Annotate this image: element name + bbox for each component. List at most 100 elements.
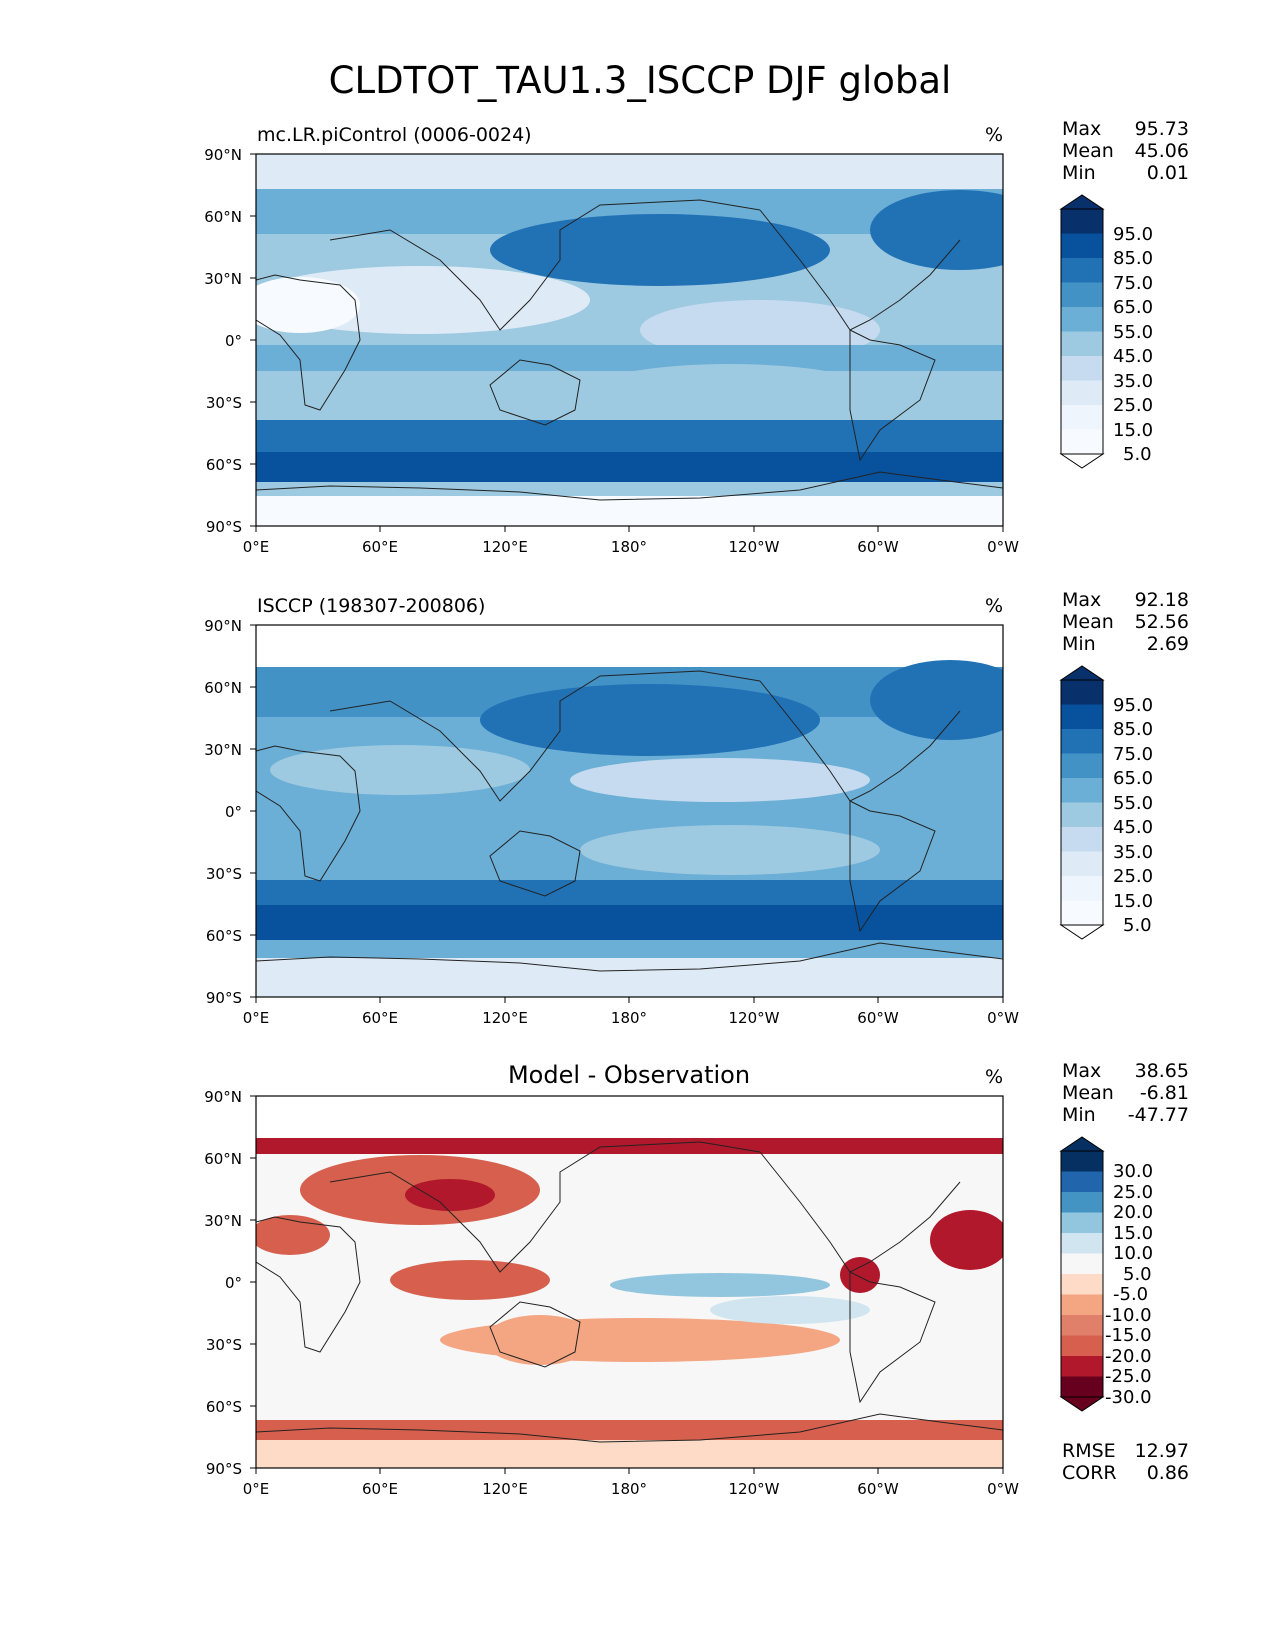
stat-min-value: 0.01 (1147, 162, 1189, 184)
stat-mean-label: Mean (1062, 611, 1114, 633)
colorbar-tick: 30.0 (1113, 1161, 1153, 1182)
colorbar-tick: 95.0 (1113, 224, 1153, 245)
stats-box: Max 38.65 Mean -6.81 Min -47.77 (1062, 1060, 1189, 1126)
stat-max-value: 95.73 (1135, 118, 1189, 140)
y-tick-label: 0° (225, 332, 242, 350)
subtropic-pacific (570, 758, 870, 802)
colorbar-tick: 85.0 (1113, 248, 1153, 269)
figure-title: CLDTOT_TAU1.3_ISCCP DJF global (329, 59, 952, 102)
colorbar-tick: 10.0 (1113, 1243, 1153, 1264)
coastlines (256, 670, 1003, 972)
colorbar-tick: 5.0 (1123, 1264, 1152, 1285)
stat-max-value: 92.18 (1135, 589, 1189, 611)
y-tick-label: 90°N (204, 1088, 242, 1106)
colorbar-bin (1061, 680, 1103, 705)
itcz-band (256, 345, 1003, 371)
y-axis: 90°N 60°N 30°N 0° 30°S 60°S 90°S (204, 146, 256, 536)
y-axis: 90°N 60°N 30°N 0° 30°S 60°S 90°S (204, 1088, 256, 1478)
antarctic-negative (256, 1420, 1003, 1440)
colorbar-tick: 65.0 (1113, 768, 1153, 789)
svg-text:0°E: 0°E (243, 1009, 270, 1027)
svg-text:30°N: 30°N (204, 1212, 242, 1230)
coast-south-america (849, 800, 936, 933)
colorbar-bin (1061, 356, 1103, 381)
svg-text:180°: 180° (611, 1480, 647, 1498)
svg-text:0°: 0° (225, 332, 242, 350)
coast-south-america (849, 1271, 936, 1404)
x-axis: 0°E 60°E 120°E 180° 120°W 60°W 0°W (243, 526, 1019, 556)
colorbar-frame (1060, 208, 1104, 455)
colorbar-top-arrow (1059, 665, 1105, 681)
colorbar-tick: 15.0 (1113, 420, 1153, 441)
svg-text:60°E: 60°E (362, 1480, 398, 1498)
colorbar-tick: 55.0 (1113, 793, 1153, 814)
colorbar-tick: 25.0 (1113, 395, 1153, 416)
svg-text:30°S: 30°S (206, 865, 242, 883)
no-data-north (256, 1096, 1003, 1138)
svg-text:0°E: 0°E (243, 538, 270, 556)
svg-text:120°W: 120°W (729, 538, 780, 556)
svg-text:0°: 0° (225, 803, 242, 821)
svg-text:60°S: 60°S (206, 927, 242, 945)
svg-text:0°W: 0°W (987, 1480, 1019, 1498)
colorbar-bin (1061, 282, 1103, 307)
y-tick-label: 60°S (206, 1398, 242, 1416)
colorbar-tick: 35.0 (1113, 842, 1153, 863)
coast-north-america (759, 1151, 961, 1273)
y-tick-label: 30°S (206, 1336, 242, 1354)
colorbar-tick: 75.0 (1113, 273, 1153, 294)
colorbar-frame (1060, 1150, 1104, 1398)
y-tick-label: 30°N (204, 1212, 242, 1230)
x-tick-label: 0°E (243, 538, 270, 556)
colorbar-tick: -15.0 (1105, 1325, 1152, 1346)
svg-text:60°S: 60°S (206, 456, 242, 474)
storm-track-pacific (480, 684, 820, 756)
colorbar-tick: -20.0 (1105, 1346, 1152, 1367)
southern-ocean-neutral (256, 1380, 1003, 1420)
colorbar-bin (1061, 1151, 1103, 1172)
y-tick-label: 60°N (204, 1150, 242, 1168)
y-tick-label: 90°S (206, 1460, 242, 1478)
storm-track-atlantic (870, 190, 1003, 270)
colorbar-top-arrow (1059, 1136, 1105, 1152)
stat-mean-label: Mean (1062, 140, 1114, 162)
colorbar-tick: 20.0 (1113, 1202, 1153, 1223)
y-tick-label: 30°S (206, 865, 242, 883)
svg-text:60°N: 60°N (204, 208, 242, 226)
sahara-negative (256, 1215, 330, 1255)
eurasia-core (405, 1179, 495, 1211)
panel-model: mc.LR.piControl (0006-0024) % (204, 118, 1189, 556)
coastlines (256, 199, 1003, 501)
y-tick-marks (250, 153, 256, 527)
x-tick-marks (255, 997, 1004, 1003)
coast-africa-europe (256, 745, 361, 882)
colorbar-bin (1061, 233, 1103, 258)
svg-text:0°W: 0°W (987, 1009, 1019, 1027)
colorbar-bin (1061, 1253, 1103, 1274)
colorbar-bin (1061, 1212, 1103, 1233)
y-tick-marks (250, 1095, 256, 1469)
x-tick-label: 120°W (729, 1009, 780, 1027)
stat-mean-value: 52.56 (1135, 611, 1189, 633)
stats-box: Max 92.18 Mean 52.56 Min 2.69 (1062, 589, 1189, 655)
y-tick-label: 0° (225, 803, 242, 821)
colorbar-tick: -10.0 (1105, 1305, 1152, 1326)
colorbar-bin (1061, 405, 1103, 430)
svg-text:90°S: 90°S (206, 1460, 242, 1478)
colorbar-bin (1061, 1192, 1103, 1213)
svg-text:90°N: 90°N (204, 146, 242, 164)
panel-title: mc.LR.piControl (0006-0024) (257, 124, 532, 146)
colorbar-tick: 15.0 (1113, 891, 1153, 912)
map-field (256, 154, 1003, 526)
southern-ocean-2 (256, 905, 1003, 940)
coast-antarctica (256, 1413, 1003, 1443)
colorbar: 95.0 85.0 75.0 65.0 55.0 45.0 35.0 25.0 … (1059, 194, 1153, 469)
coast-africa-europe (256, 274, 361, 411)
svg-text:90°N: 90°N (204, 1088, 242, 1106)
stat-mean-label: Mean (1062, 1082, 1114, 1104)
colorbar: 30.0 25.0 20.0 15.0 10.0 5.0 -5.0 -10.0 … (1059, 1136, 1153, 1412)
x-tick-label: 0°W (987, 1009, 1019, 1027)
coast-asia (329, 1141, 761, 1273)
antarctic-edge (256, 482, 1003, 496)
